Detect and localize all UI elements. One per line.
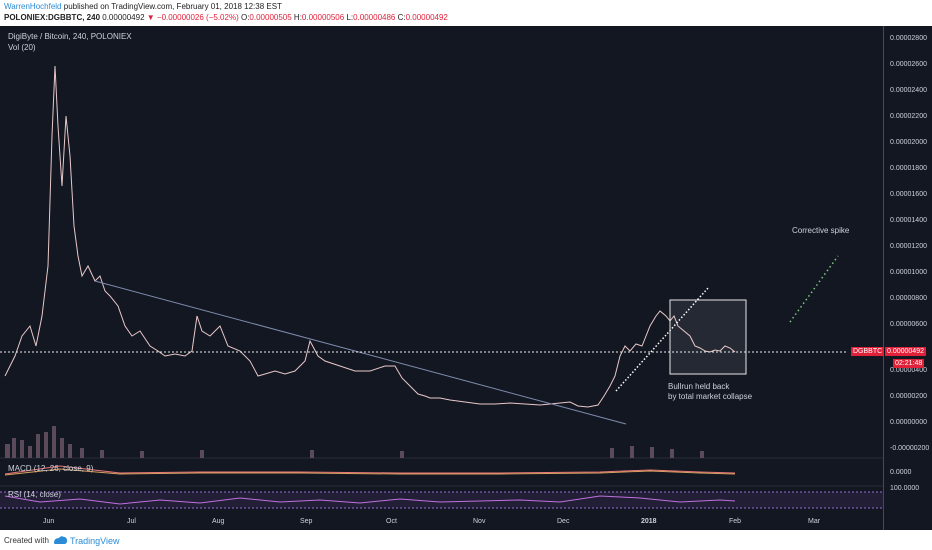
macd-value: 0.0000 [890,469,912,476]
y-tick: 0.00001800 [890,165,927,172]
volume-label: Vol (20) [8,43,36,52]
ohlc-line: POLONIEX:DGBBTC, 240 0.00000492 ▼ −0.000… [4,13,448,22]
y-tick: 0.00000000 [890,419,927,426]
price-axis[interactable]: 0.00002800 0.00002600 0.00002400 0.00002… [883,26,932,530]
rsi-line [4,495,736,505]
volume-bars [5,426,704,458]
open-value: 0.00000505 [249,13,292,22]
created-with-text: Created with [4,536,49,545]
rsi-label: RSI (14, close) [8,490,61,499]
y-tick: 0.00001400 [890,217,927,224]
low-value: 0.00000486 [353,13,396,22]
y-tick: 0.00002000 [890,139,927,146]
x-tick: Jul [127,518,136,525]
corrective-annotation[interactable]: Corrective spike [792,226,850,235]
chart-header: WarrenHochfeld published on TradingView.… [0,0,932,26]
macd-line [4,465,736,475]
y-tick: 0.00002600 [890,61,927,68]
macd-label: MACD (12, 26, close, 9) [8,464,94,473]
last-price: 0.00000492 [102,13,145,22]
x-tick: Oct [386,518,397,525]
price-series [4,65,736,408]
x-tick: Feb [729,518,742,525]
author-link[interactable]: WarrenHochfeld [4,2,62,11]
consolidation-box[interactable] [669,299,747,375]
y-tick: 0.00001600 [890,191,927,198]
bullrun-annotation-line2[interactable]: by total market collapse [668,392,753,401]
tradingview-logo-icon[interactable] [52,534,68,548]
x-tick: 2018 [641,518,657,525]
corrective-projection[interactable] [789,255,839,323]
footer: Created with TradingView [0,530,932,550]
x-tick: Sep [300,518,313,525]
y-tick: 0.00000600 [890,321,927,328]
symbol-label: POLONIEX:DGBBTC, 240 [4,13,101,22]
y-tick: 0.00000400 [890,367,927,374]
high-value: 0.00000506 [301,13,345,22]
y-tick: 0.00001000 [890,269,927,276]
price-change: ▼ −0.00000026 (−5.02%) [146,13,239,22]
y-tick: 0.00002800 [890,35,927,42]
publish-line: WarrenHochfeld published on TradingView.… [4,2,282,11]
bullrun-annotation-line1[interactable]: Bullrun held back [668,382,730,391]
y-tick: 0.00001200 [890,243,927,250]
x-tick: Jun [43,518,55,525]
y-tick: -0.00000200 [890,445,930,452]
high-label: H: [293,13,302,22]
chart-canvas [0,65,884,509]
x-tick: Mar [808,518,821,525]
x-tick: Nov [473,518,486,525]
rsi-value: 100.0000 [890,485,920,492]
low-label: L: [346,13,354,22]
x-tick: Dec [557,518,570,525]
chart-title: DigiByte / Bitcoin, 240, POLONIEX [8,32,132,41]
close-value: 0.00000492 [405,13,448,22]
countdown-tag: 02:21:48 [893,359,925,368]
y-tick: 0.00000800 [890,295,927,302]
rsi-band [0,492,884,508]
chart-area[interactable]: DigiByte / Bitcoin, 240, POLONIEX Vol (2… [0,26,932,530]
symbol-tag: DGBBTC [851,347,885,356]
x-tick: Aug [212,518,225,525]
macd-signal [4,468,736,476]
current-price-tag: 0.00000492 [885,347,926,356]
tradingview-brand-link[interactable]: TradingView [70,536,120,546]
publish-text: published on TradingView.com, February 0… [61,2,282,11]
y-tick: 0.00000200 [890,393,927,400]
open-label: O: [240,13,250,22]
close-label: C: [397,13,406,22]
y-tick: 0.00002200 [890,113,927,120]
y-tick: 0.00002400 [890,87,927,94]
